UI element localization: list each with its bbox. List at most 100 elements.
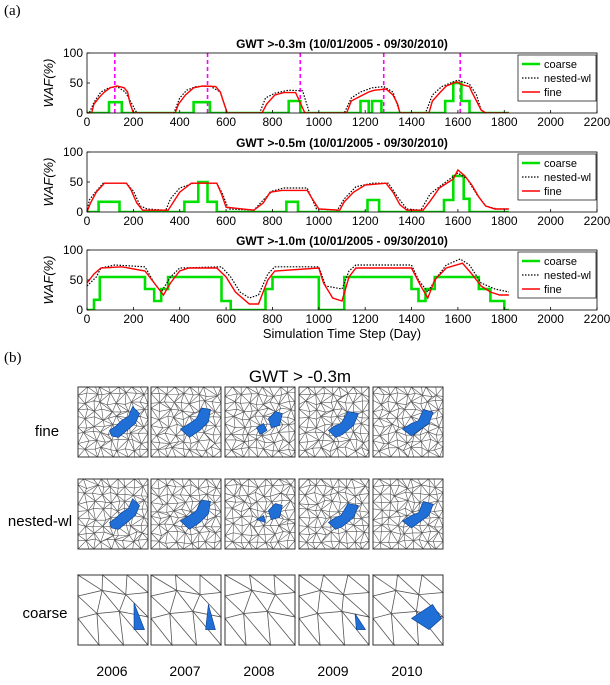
- legend-label-fine: fine: [544, 284, 562, 296]
- mesh-row-label-nested: nested-wl: [8, 513, 72, 530]
- y-tick-label: 100: [63, 145, 83, 159]
- x-tick-label: 400: [170, 214, 190, 228]
- year-label-2007: 2007: [169, 663, 200, 679]
- mesh-cell-fine-2006: [77, 386, 149, 458]
- x-tick-label: 2200: [584, 312, 610, 326]
- y-tick-label: 0: [76, 303, 83, 317]
- mesh-border: [372, 478, 444, 550]
- x-tick-label: 2000: [537, 312, 564, 326]
- x-tick-label: 1400: [398, 214, 425, 228]
- x-tick-label: 800: [262, 115, 282, 129]
- x-tick-label: 1000: [305, 115, 332, 129]
- mesh-row-label-fine: fine: [35, 423, 59, 440]
- x-tick-label: 800: [262, 214, 282, 228]
- inundated-area: [109, 406, 140, 438]
- x-tick-label: 1200: [352, 214, 379, 228]
- inundated-area: [327, 411, 359, 438]
- x-tick-label: 200: [123, 115, 143, 129]
- x-tick-label: 400: [170, 115, 190, 129]
- x-tick-label: 1800: [491, 214, 518, 228]
- mesh-cell-fine-2007: [150, 386, 222, 458]
- mesh-cell-nested-wl-2009: [298, 478, 370, 550]
- mesh-cell-coarse-2007: [149, 574, 223, 647]
- chart-title: GWT >-0.3m (10/01/2005 - 09/30/2010): [236, 37, 448, 51]
- mesh-border: [77, 478, 149, 550]
- chart-title: GWT >-0.5m (10/01/2005 - 09/30/2010): [236, 136, 448, 150]
- mesh-cell-fine-2008: [224, 386, 296, 458]
- inundated-area: [401, 409, 434, 437]
- inundated-area: [327, 503, 359, 530]
- series-line-nested-wl: [87, 258, 510, 299]
- x-tick-label: 2200: [584, 214, 610, 228]
- x-tick-label: 2200: [584, 115, 610, 129]
- series-line-coarse: [87, 275, 509, 310]
- legend-label-fine: fine: [544, 186, 562, 198]
- mesh-cell-coarse-2010: [371, 574, 445, 647]
- mesh-cell-nested-wl-2010: [372, 478, 444, 550]
- chart-group: GWT >-0.3m (10/01/2005 - 09/30/2010) WAF(…: [41, 37, 610, 341]
- mesh-border: [150, 574, 222, 646]
- series-line-nested-wl: [87, 79, 509, 113]
- x-tick-label: 1600: [445, 214, 472, 228]
- y-tick-label: 0: [76, 205, 83, 219]
- mesh-border: [224, 574, 296, 646]
- inundated-area: [179, 407, 211, 438]
- mesh-cell-nested-wl-2006: [77, 478, 149, 550]
- mesh-cell-fine-2009: [298, 386, 370, 458]
- mesh-cell-coarse-2006: [76, 574, 150, 647]
- mesh-cell-nested-wl-2008: [224, 478, 296, 550]
- x-tick-label: 200: [123, 214, 143, 228]
- x-tick-label: 1600: [445, 312, 472, 326]
- mesh-row-label-coarse: coarse: [22, 605, 67, 622]
- mesh-border: [298, 478, 370, 550]
- x-tick-label: 1000: [305, 214, 332, 228]
- legend-label-coarse: coarse: [544, 59, 577, 71]
- y-axis-label: WAF(%): [41, 256, 56, 305]
- x-tick-label: 600: [216, 312, 236, 326]
- mesh-border: [224, 478, 296, 550]
- series-line-fine: [87, 81, 509, 113]
- y-tick-label: 50: [70, 175, 84, 189]
- chart-2: GWT >-0.5m (10/01/2005 - 09/30/2010) WAF(…: [41, 136, 610, 228]
- year-label-2010: 2010: [391, 663, 422, 679]
- mesh-border: [372, 386, 444, 458]
- mesh-background: [151, 575, 221, 645]
- x-tick-label: 0: [84, 312, 91, 326]
- y-tick-label: 0: [76, 106, 83, 120]
- x-tick-label: 600: [216, 214, 236, 228]
- mesh-border: [150, 386, 222, 458]
- y-tick-label: 50: [70, 273, 84, 287]
- part-b-label: (b): [4, 350, 22, 366]
- x-tick-label: 1600: [445, 115, 472, 129]
- inundated-area: [268, 411, 283, 428]
- mesh-border: [150, 478, 222, 550]
- inundated-area: [410, 603, 442, 630]
- x-tick-label: 1400: [398, 312, 425, 326]
- inundated-area: [354, 613, 367, 630]
- chart-1: GWT >-0.3m (10/01/2005 - 09/30/2010) WAF(…: [41, 37, 610, 129]
- x-tick-label: 1200: [352, 312, 379, 326]
- x-tick-label: 800: [262, 312, 282, 326]
- legend-label-nested-wl: nested-wl: [544, 172, 591, 184]
- mesh-border: [372, 574, 444, 646]
- chart-title: GWT >-1.0m (10/01/2005 - 09/30/2010): [236, 234, 448, 248]
- mesh-border: [77, 574, 149, 646]
- inundated-area-small: [255, 514, 267, 523]
- y-axis-label: WAF(%): [41, 59, 56, 108]
- x-tick-label: 1800: [491, 312, 518, 326]
- y-tick-label: 100: [63, 46, 83, 60]
- mesh-background: [225, 479, 295, 549]
- legend-label-coarse: coarse: [544, 158, 577, 170]
- inundated-area: [133, 602, 145, 630]
- mesh-title: GWT > -0.3m: [249, 367, 351, 386]
- mesh-cell-nested-wl-2007: [150, 478, 222, 550]
- mesh-cell-fine-2010: [372, 386, 444, 458]
- year-label-2008: 2008: [243, 663, 274, 679]
- mesh-border: [298, 386, 370, 458]
- x-tick-label: 1800: [491, 115, 518, 129]
- x-tick-label: 2000: [537, 115, 564, 129]
- x-tick-label: 600: [216, 115, 236, 129]
- inundated-area: [109, 498, 140, 530]
- part-a-label: (a): [4, 3, 21, 19]
